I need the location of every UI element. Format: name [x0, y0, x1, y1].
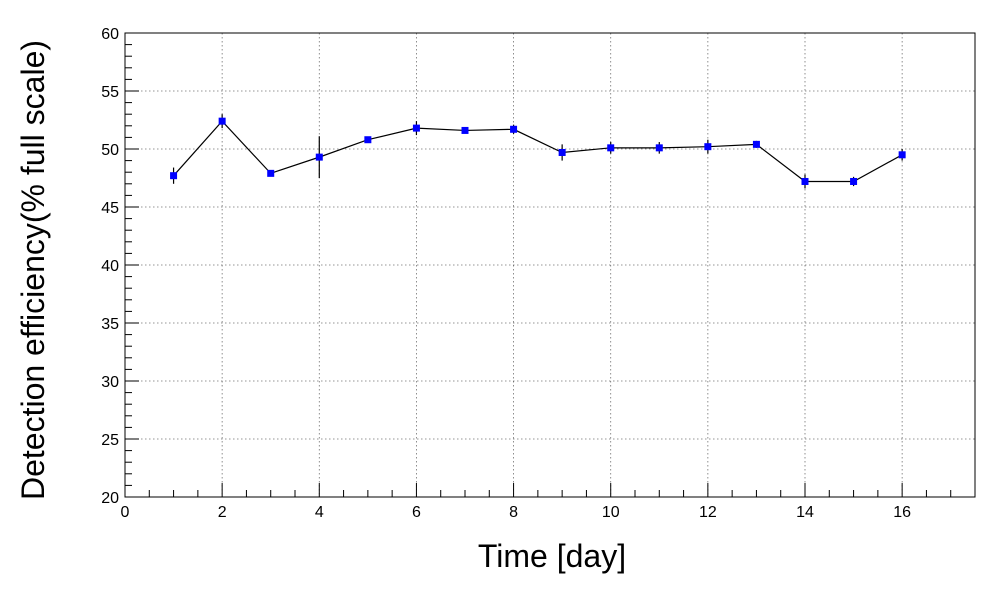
y-tick-label: 40 — [101, 258, 119, 275]
x-tick-label: 8 — [509, 504, 518, 521]
x-tick-label: 14 — [796, 504, 814, 521]
y-tick-label: 45 — [101, 200, 119, 217]
data-point — [364, 136, 372, 144]
x-tick-label: 12 — [699, 504, 717, 521]
data-point — [315, 153, 323, 161]
data-point — [558, 148, 566, 156]
data-point — [850, 177, 858, 185]
grid — [125, 33, 975, 497]
data-point — [461, 126, 469, 134]
series-line — [173, 120, 903, 183]
data-point — [607, 144, 615, 152]
x-tick-label: 2 — [218, 504, 227, 521]
x-tick-label: 10 — [602, 504, 620, 521]
x-tick-label: 6 — [412, 504, 421, 521]
axes: 0 2 4 6 8 10 12 14 16 20 25 30 35 40 45 50 55 60 — [101, 26, 976, 521]
data-point — [218, 117, 226, 125]
x-tick-label: 0 — [121, 504, 130, 521]
data-point — [267, 169, 275, 177]
data-point — [412, 124, 420, 132]
x-axis-title: Time [day] — [478, 538, 626, 574]
data-point — [510, 125, 518, 133]
data-point — [752, 140, 760, 148]
y-tick-label: 60 — [101, 26, 119, 43]
x-tick-label: 4 — [315, 504, 324, 521]
y-tick-label: 20 — [101, 490, 119, 507]
data-point — [801, 177, 809, 185]
y-axis-title: Detection efficiency(% full scale) — [15, 40, 51, 500]
data-point — [898, 151, 906, 159]
data-series — [170, 114, 906, 189]
y-tick-label: 25 — [101, 432, 119, 449]
data-point — [655, 144, 663, 152]
y-tick-label: 30 — [101, 374, 119, 391]
data-point — [704, 143, 712, 151]
x-tick-label: 16 — [893, 504, 911, 521]
y-tick-label: 50 — [101, 142, 119, 159]
y-tick-label: 35 — [101, 316, 119, 333]
y-tick-label: 55 — [101, 84, 119, 101]
data-point — [170, 172, 178, 180]
